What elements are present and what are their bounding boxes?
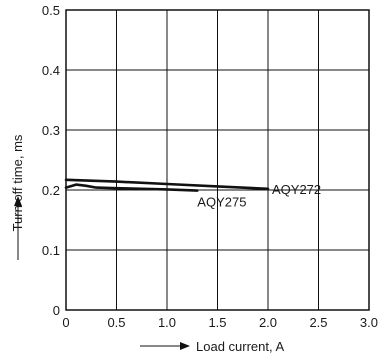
y-axis-label: Turn off time, ms [10, 134, 25, 231]
x-axis-ticks: 0 0.5 1.0 1.5 2.0 2.5 3.0 [62, 315, 378, 330]
grid [65, 9, 370, 311]
x-axis-label: Load current, A [196, 339, 284, 354]
y-tick-label: 0 [53, 303, 60, 318]
series-line-aqy272 [64, 178, 270, 191]
y-axis-ticks: 0 0.1 0.2 0.3 0.4 0.5 [42, 3, 60, 318]
series-label-aqy275: AQY275 [197, 195, 246, 210]
plot-frame [65, 9, 370, 311]
x-tick-label: 0 [62, 315, 69, 330]
y-axis-arrow-icon [14, 196, 22, 206]
x-tick-label: 1.5 [208, 315, 226, 330]
x-tick-label: 1.0 [158, 315, 176, 330]
x-axis-arrow-icon [180, 342, 190, 350]
y-tick-label: 0.3 [42, 123, 60, 138]
y-tick-label: 0.5 [42, 3, 60, 18]
series-label-aqy272: AQY272 [272, 182, 321, 197]
y-tick-label: 0.1 [42, 243, 60, 258]
series-line-aqy275 [64, 183, 199, 192]
y-tick-label: 0.2 [42, 183, 60, 198]
series: AQY272 AQY275 [64, 178, 321, 210]
x-tick-label: 3.0 [360, 315, 378, 330]
x-axis-label-group: Load current, A [140, 339, 284, 354]
x-tick-label: 2.0 [259, 315, 277, 330]
y-axis-label-group: Turn off time, ms [10, 134, 25, 260]
y-tick-label: 0.4 [42, 63, 60, 78]
x-tick-label: 0.5 [107, 315, 125, 330]
x-tick-label: 2.5 [309, 315, 327, 330]
